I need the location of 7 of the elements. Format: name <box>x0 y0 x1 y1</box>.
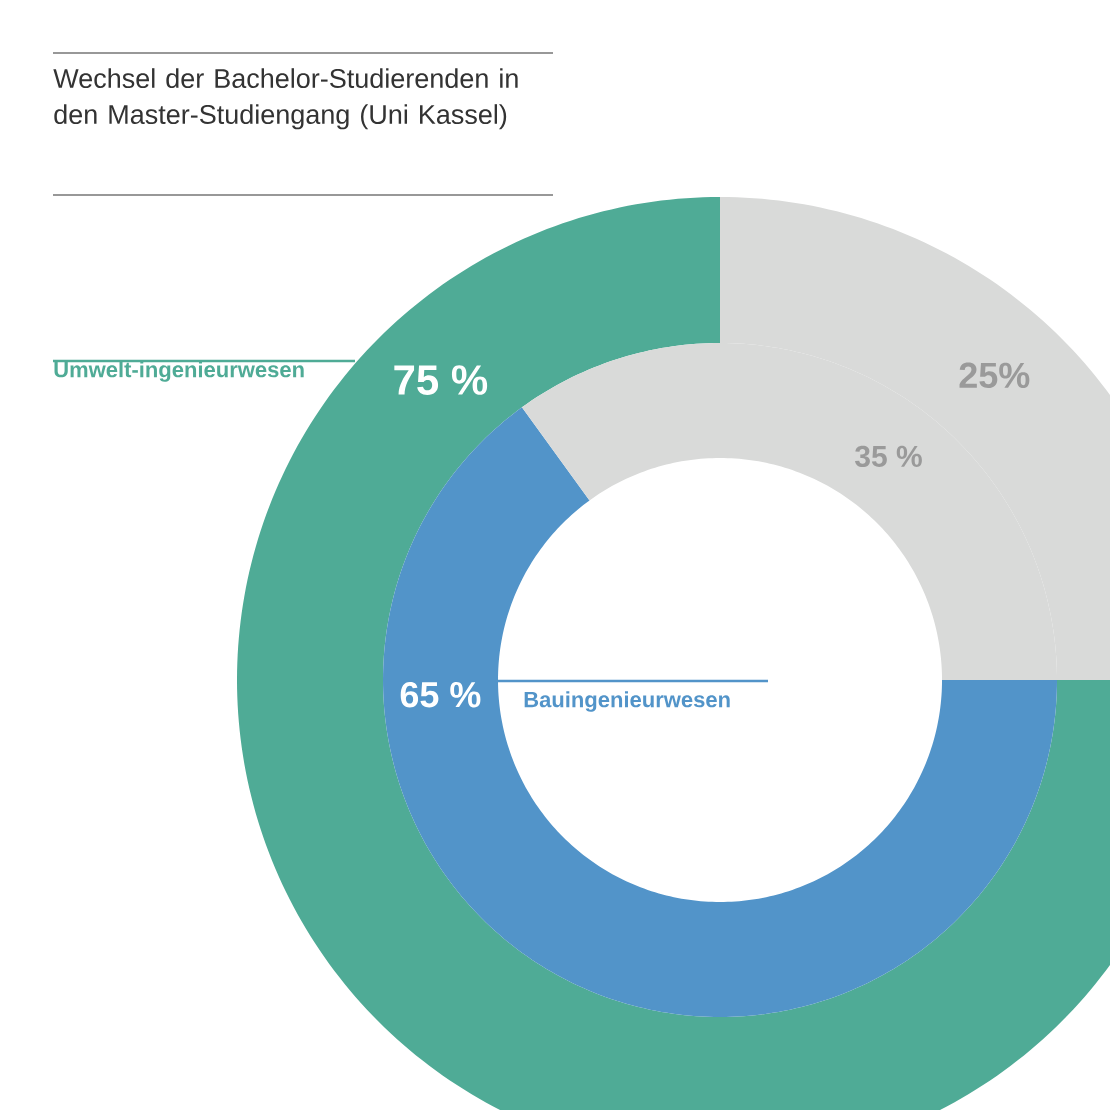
chart-title: Wechsel der Bachelor-Studierenden in den Master-Studiengang (Uni Kassel) <box>53 68 518 130</box>
slice-label: Umwelt-ingenieurwesen <box>54 361 304 382</box>
data-label: 75 % <box>394 365 488 395</box>
data-label: 35 % <box>855 445 922 468</box>
slice-label: Bauingenieurwesen <box>524 691 730 712</box>
data-label: 25% <box>959 362 1030 389</box>
data-label: 65 % <box>400 681 481 708</box>
